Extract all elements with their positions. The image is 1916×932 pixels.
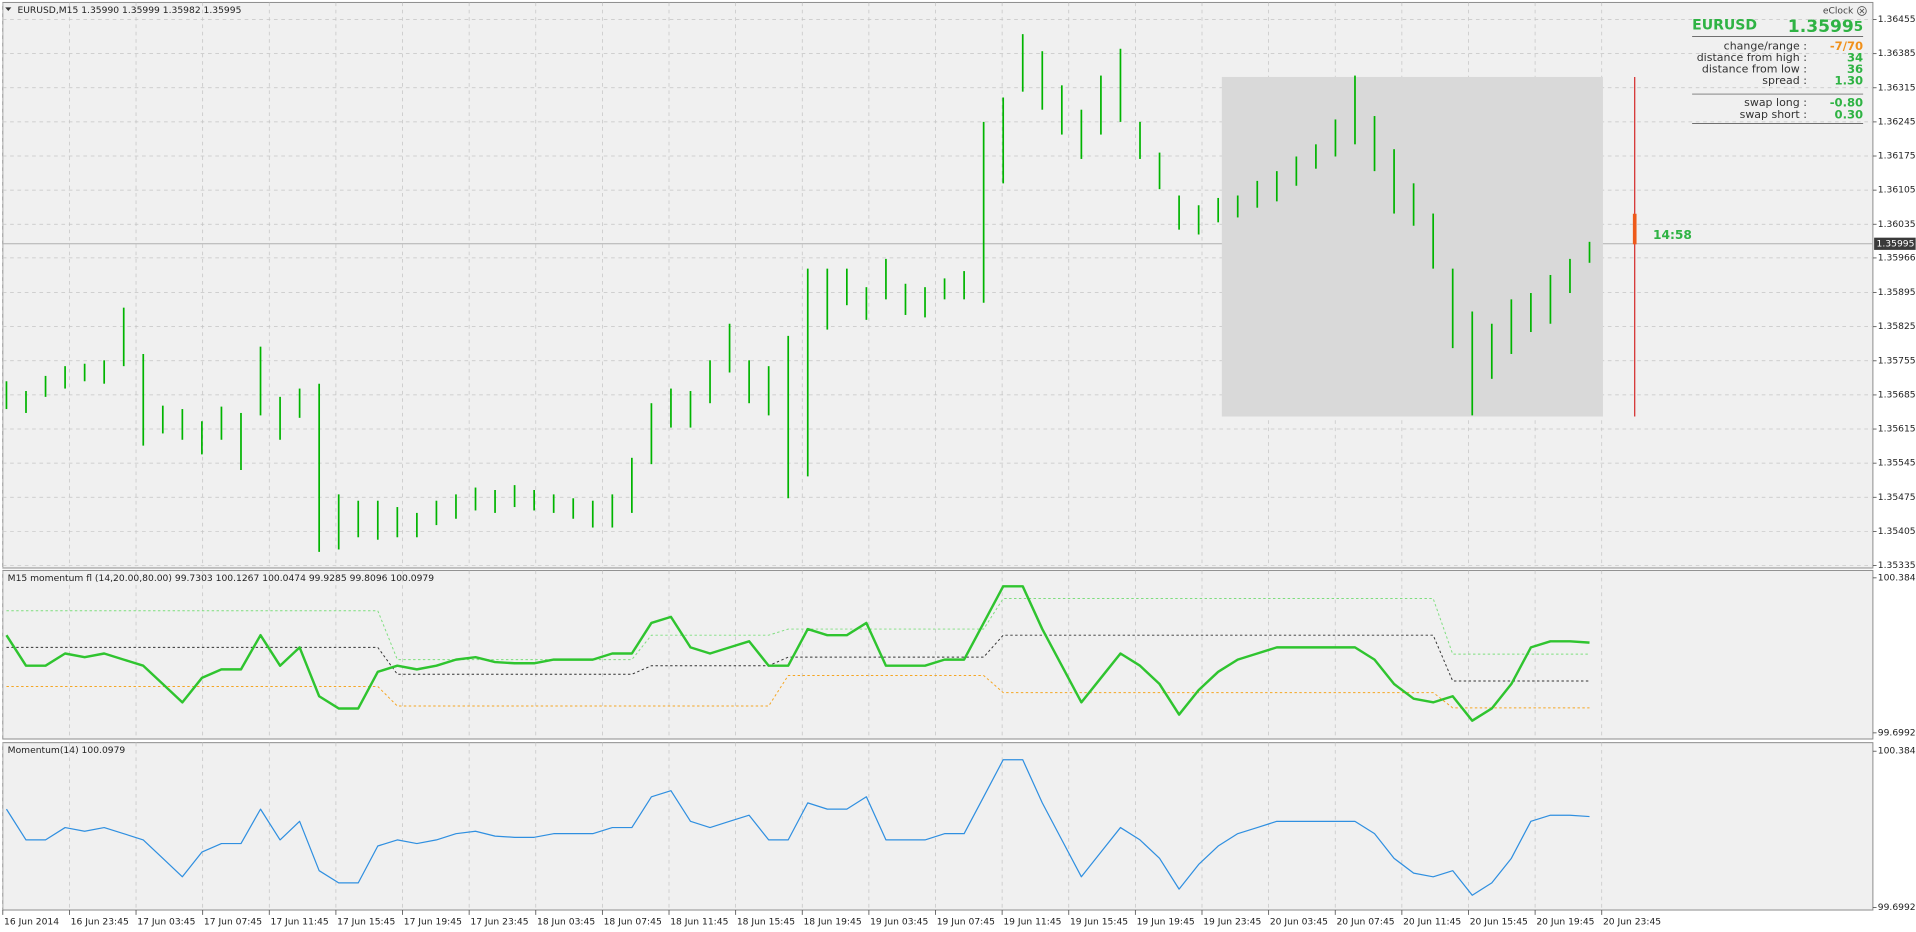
y-tick-label: 1.35335 xyxy=(1878,560,1916,571)
panel-row-value: 34 xyxy=(1847,51,1863,65)
time-label: 16 Jun 23:45 xyxy=(71,917,129,928)
highlight-rectangle xyxy=(1221,76,1603,417)
panel-row-label: swap long : xyxy=(1744,96,1807,109)
band-line xyxy=(6,674,1590,709)
time-label: 16 Jun 2014 xyxy=(4,917,59,928)
y-tick-label: 1.35685 xyxy=(1878,389,1916,400)
y-tick-label: 1.35405 xyxy=(1878,526,1916,537)
y-tick-label: 1.35755 xyxy=(1878,355,1916,366)
y-tick-label: 1.35545 xyxy=(1878,458,1916,469)
mark-layer xyxy=(5,34,1591,896)
time-label: 20 Jun 15:45 xyxy=(1470,917,1528,928)
collapse-arrow[interactable] xyxy=(5,7,12,11)
panel-row-value: 0.30 xyxy=(1835,107,1864,121)
panel-row-label: distance from high : xyxy=(1697,51,1807,64)
y-tick-label: 1.35825 xyxy=(1878,321,1916,332)
panel-row-label: change/range : xyxy=(1724,39,1807,52)
time-label: 19 Jun 19:45 xyxy=(1137,917,1195,928)
panel-price: 1.35995 xyxy=(1788,17,1863,37)
y-tick-label: 100.3843 xyxy=(1878,572,1916,583)
y-tick-label: 1.36245 xyxy=(1878,116,1916,127)
time-label: 17 Jun 15:45 xyxy=(337,917,395,928)
panel-row-label: spread : xyxy=(1762,74,1807,87)
time-label: 20 Jun 03:45 xyxy=(1270,917,1328,928)
info-panel: eClock EURUSD 1.35995 xyxy=(1692,5,1867,124)
band-line xyxy=(6,634,1590,682)
time-label: 18 Jun 11:45 xyxy=(670,917,728,928)
countdown: 14:58 xyxy=(1653,228,1692,242)
panel-row-value: 1.30 xyxy=(1835,74,1864,88)
y-tick-label: 1.36385 xyxy=(1878,48,1916,59)
time-label: 17 Jun 23:45 xyxy=(470,917,528,928)
momentum-line xyxy=(5,759,1590,896)
y-tick-label: 1.36455 xyxy=(1878,14,1916,25)
time-label: 18 Jun 19:45 xyxy=(803,917,861,928)
time-label: 20 Jun 19:45 xyxy=(1536,917,1594,928)
y-tick-label: 100.3843 xyxy=(1878,746,1916,757)
price-main: 1.3599 xyxy=(1788,17,1854,37)
y-tick-label: 1.36175 xyxy=(1878,151,1916,162)
momentum-line xyxy=(5,585,1590,722)
panel-row-label: swap short : xyxy=(1740,108,1807,121)
grid-layer xyxy=(2,2,1873,911)
y-tick-label: 1.35895 xyxy=(1878,287,1916,298)
time-label: 19 Jun 07:45 xyxy=(937,917,995,928)
time-label: 19 Jun 23:45 xyxy=(1203,917,1261,928)
y-tick-label: 1.35615 xyxy=(1878,424,1916,435)
time-label: 18 Jun 07:45 xyxy=(604,917,662,928)
panel-row-value: 36 xyxy=(1847,62,1863,76)
time-label: 17 Jun 11:45 xyxy=(271,917,329,928)
time-label: 20 Jun 23:45 xyxy=(1603,917,1661,928)
time-label: 20 Jun 11:45 xyxy=(1403,917,1461,928)
time-label: 19 Jun 03:45 xyxy=(870,917,928,928)
panel-title: eClock xyxy=(1823,5,1854,16)
close-icon[interactable] xyxy=(1857,6,1867,16)
pane-title: M15 momentum fl (14,20.00,80.00) 99.7303… xyxy=(8,573,435,584)
momentum-fl-pane xyxy=(2,569,1874,740)
current-price-box xyxy=(1874,237,1916,250)
time-label: 17 Jun 07:45 xyxy=(204,917,262,928)
time-label: 17 Jun 03:45 xyxy=(137,917,195,928)
panel-row-value: -0.80 xyxy=(1830,96,1863,110)
y-tick-label: 1.36315 xyxy=(1878,82,1916,93)
price-pip: 5 xyxy=(1854,20,1863,35)
countdown-bar xyxy=(1632,213,1637,245)
current-price-label: 1.35995 xyxy=(1877,238,1915,249)
time-label: 18 Jun 15:45 xyxy=(737,917,795,928)
y-tick-label: 1.35475 xyxy=(1878,492,1916,503)
time-label: 19 Jun 11:45 xyxy=(1003,917,1061,928)
time-label: 20 Jun 07:45 xyxy=(1336,917,1394,928)
panel-symbol: EURUSD xyxy=(1692,18,1757,34)
pane-title: EURUSD,M15 1.35990 1.35999 1.35982 1.359… xyxy=(17,5,241,16)
y-tick-label: 1.36035 xyxy=(1878,219,1916,230)
time-label: 17 Jun 19:45 xyxy=(404,917,462,928)
time-label: 19 Jun 15:45 xyxy=(1070,917,1128,928)
time-label: 18 Jun 03:45 xyxy=(537,917,595,928)
panel-row-label: distance from low : xyxy=(1702,63,1807,76)
panel-row-value: -7/70 xyxy=(1830,39,1863,53)
band-line xyxy=(6,598,1590,661)
y-tick-label: 1.35966 xyxy=(1878,252,1916,263)
close-icon-cross xyxy=(1859,8,1865,14)
pane-title: Momentum(14) 100.0979 xyxy=(8,745,126,756)
y-tick-label: 1.36105 xyxy=(1878,185,1916,196)
y-tick-label: 99.6992 xyxy=(1878,727,1916,738)
y-tick-label: 99.6992 xyxy=(1878,902,1916,913)
momentum-pane xyxy=(2,742,1874,911)
